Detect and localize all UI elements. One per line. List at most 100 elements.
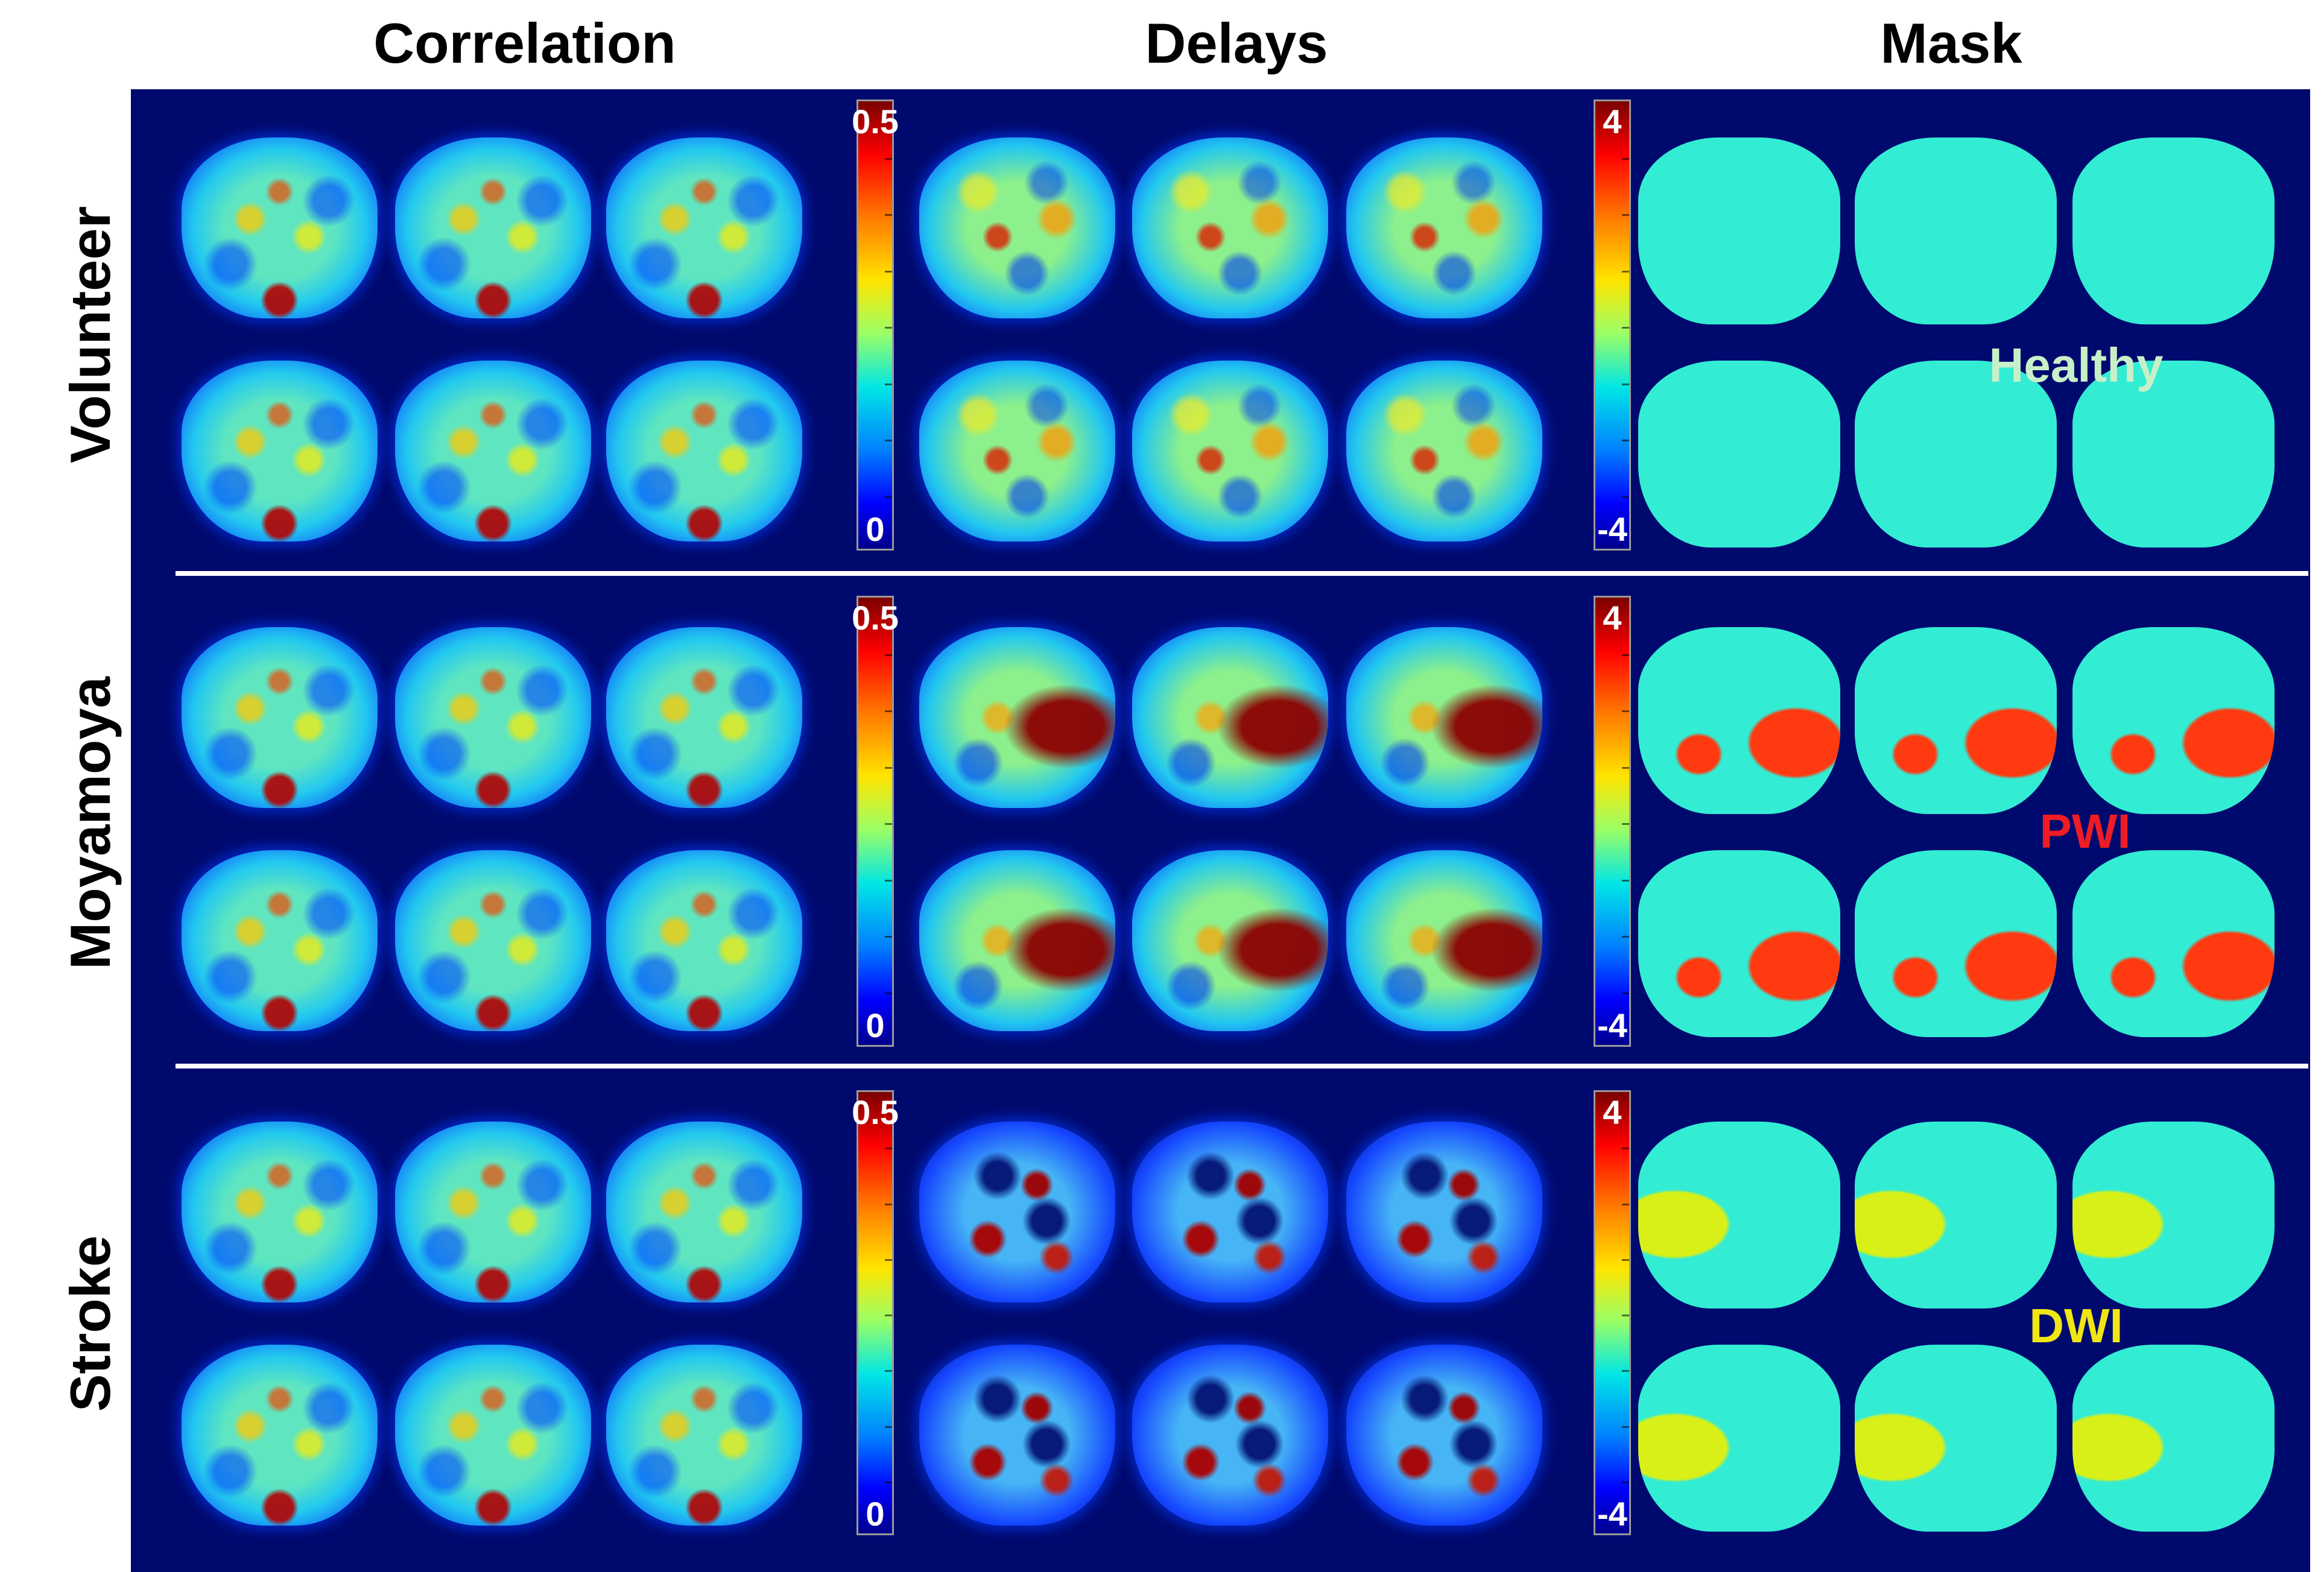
colorbar-tick (885, 879, 892, 882)
mask-map-moyamoya (1855, 627, 2057, 814)
mask-map-stroke (1855, 1122, 2057, 1308)
correlation-map-stroke (395, 1345, 591, 1526)
colorbar-tick (885, 710, 892, 712)
colorbar-tick (1622, 1203, 1629, 1205)
row-separator (176, 571, 2308, 576)
colorbar-min-label: 0 (866, 510, 885, 548)
correlation-map-moyamoya (395, 627, 591, 808)
colorbar-tick (885, 440, 892, 441)
correlation-map-stroke (606, 1345, 802, 1526)
mask-map-moyamoya (1855, 850, 2057, 1037)
correlation-map-moyamoya (182, 627, 378, 808)
row-label-moyamoya: Moyamoya (59, 677, 122, 970)
mask-map-volunteer (1638, 361, 1840, 548)
colorbar-tick (1622, 1370, 1629, 1372)
colorbar-tick (1622, 496, 1629, 498)
colorbar-tick (885, 1370, 892, 1372)
mask-map-volunteer (2072, 361, 2275, 548)
mask-map-moyamoya (2072, 627, 2275, 814)
delay-colorbar (1594, 596, 1631, 1047)
colorbar-tick (885, 270, 892, 273)
colorbar-tick (1622, 654, 1629, 656)
colorbar-tick (885, 1425, 892, 1428)
colorbar-tick (885, 992, 892, 994)
colorbar-max-label: 4 (1603, 599, 1622, 637)
colorbar-tick (885, 766, 892, 769)
correlation-map-volunteer (395, 361, 591, 541)
correlation-map-moyamoya (606, 627, 802, 808)
delay-map-moyamoya (1132, 850, 1328, 1031)
colorbar-tick (885, 936, 892, 938)
correlation-map-moyamoya (606, 850, 802, 1031)
colorbar-tick (1622, 1481, 1629, 1483)
delay-map-moyamoya (1132, 627, 1328, 808)
colorbar-tick (1622, 1315, 1629, 1316)
delay-map-stroke (919, 1122, 1115, 1302)
row-label-volunteer: Volunteer (59, 206, 122, 464)
colorbar-max-label: 0.5 (852, 1093, 899, 1131)
colorbar-max-label: 0.5 (852, 599, 899, 637)
mask-map-stroke (1855, 1345, 2057, 1532)
colorbar-tick (1622, 936, 1629, 938)
delay-map-moyamoya (1346, 627, 1542, 808)
colorbar-tick (1622, 270, 1629, 273)
annotation-dwi: DWI (2029, 1299, 2123, 1353)
mask-map-moyamoya (1638, 850, 1840, 1037)
colorbar-tick (1622, 157, 1629, 160)
colorbar-tick (1622, 440, 1629, 441)
colorbar-tick (1622, 823, 1629, 825)
figure-panel: 0.5 0 4 -4 0.5 0 4 -4 0.5 0 4 -4 Healthy PWI DWI (131, 89, 2310, 1572)
row-separator (176, 1064, 2308, 1069)
correlation-map-volunteer (606, 137, 802, 318)
colorbar-tick (885, 1203, 892, 1205)
colorbar-tick (885, 1258, 892, 1261)
correlation-colorbar (856, 1090, 894, 1535)
delay-map-stroke (1132, 1122, 1328, 1302)
delay-map-volunteer (1132, 137, 1328, 318)
correlation-map-stroke (606, 1122, 802, 1302)
colorbar-tick (1622, 1147, 1629, 1150)
mask-map-stroke (2072, 1345, 2275, 1532)
colorbar-tick (1622, 710, 1629, 712)
delay-map-moyamoya (1346, 850, 1542, 1031)
colorbar-tick (885, 327, 892, 329)
correlation-map-stroke (182, 1122, 378, 1302)
column-title-delays: Delays (1145, 11, 1328, 75)
correlation-map-volunteer (182, 361, 378, 541)
column-title-correlation: Correlation (373, 11, 676, 75)
colorbar-min-label: 0 (866, 1495, 885, 1533)
colorbar-max-label: 0.5 (852, 103, 899, 140)
colorbar-min-label: -4 (1597, 510, 1627, 548)
delay-colorbar (1594, 1090, 1631, 1535)
correlation-colorbar (856, 596, 894, 1047)
correlation-colorbar (856, 99, 894, 551)
colorbar-tick (1622, 879, 1629, 882)
colorbar-tick (1622, 327, 1629, 329)
colorbar-min-label: 0 (866, 1006, 885, 1044)
mask-map-moyamoya (1638, 627, 1840, 814)
colorbar-tick (1622, 1258, 1629, 1261)
delay-map-moyamoya (919, 627, 1115, 808)
colorbar-tick (885, 654, 892, 656)
colorbar-tick (1622, 992, 1629, 994)
delay-map-volunteer (919, 137, 1115, 318)
colorbar-min-label: -4 (1597, 1495, 1627, 1533)
colorbar-tick (885, 1315, 892, 1316)
mask-map-volunteer (2072, 137, 2275, 324)
colorbar-tick (885, 496, 892, 498)
delay-map-volunteer (1346, 361, 1542, 541)
mask-map-stroke (1638, 1345, 1840, 1532)
correlation-map-moyamoya (395, 850, 591, 1031)
colorbar-tick (885, 157, 892, 160)
correlation-map-volunteer (606, 361, 802, 541)
delay-colorbar (1594, 99, 1631, 551)
row-label-stroke: Stroke (59, 1235, 122, 1412)
colorbar-tick (885, 383, 892, 385)
mask-map-stroke (2072, 1122, 2275, 1308)
delay-map-stroke (1346, 1345, 1542, 1526)
delay-map-stroke (1132, 1345, 1328, 1526)
colorbar-tick (1622, 1425, 1629, 1428)
correlation-map-stroke (182, 1345, 378, 1526)
colorbar-min-label: -4 (1597, 1006, 1627, 1044)
mask-map-volunteer (1638, 137, 1840, 324)
